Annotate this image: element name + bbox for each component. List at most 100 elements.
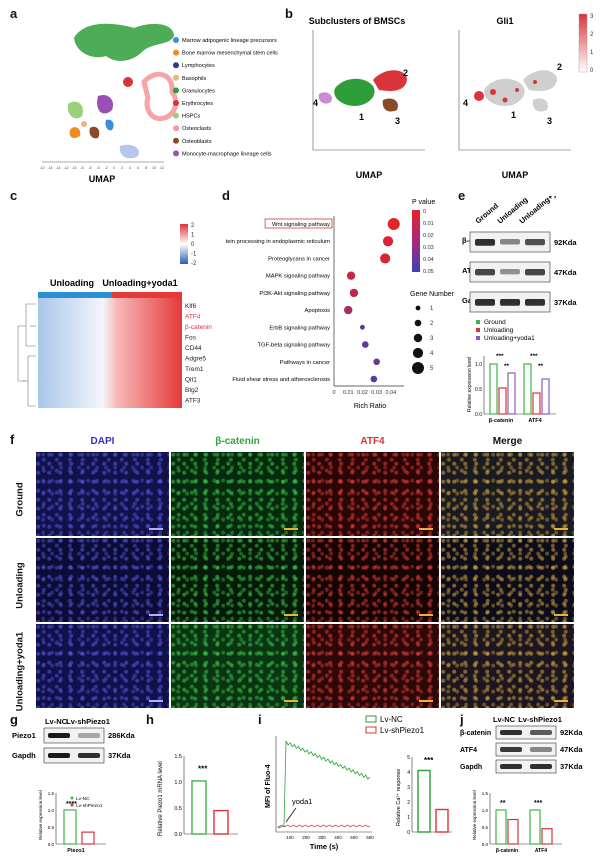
ytick: 4 [407,770,410,776]
blot-column-label: Lv-NC [493,715,516,724]
blot-band [48,733,70,738]
group-label: β-catenin [489,418,514,424]
bar [529,809,541,845]
significance: ** [500,800,506,807]
panel-label-b: b [285,6,293,21]
pvalue-tick: 0.03 [423,245,434,251]
legend-item: Lv-NC [380,715,403,724]
microscopy-image [36,452,169,536]
legend-swatch [173,112,179,119]
gli1-label-1: 1 [511,110,516,120]
legend-item: Lv-shPiezo1 [76,803,103,809]
y-axis-label: Relative expression level [472,790,477,840]
y-axis-label: Relative expression level [467,357,473,412]
scale-bar [284,528,298,530]
blot-kda: 92Kda [554,238,577,247]
umap-xtick: 0 [113,166,115,170]
scale-bar [149,614,163,616]
legend-swatch [365,715,377,723]
yoda1-label: yoda1 [292,797,312,806]
xtick: 400 [334,835,342,840]
scale-bar [554,614,568,616]
rich-tick: 0 [332,390,335,396]
legend-swatch [173,87,179,94]
blot-label: ATF4 [460,747,477,754]
ytick: 0 [407,830,410,836]
bar [541,378,550,415]
microscopy-image [306,538,439,622]
pathway-label: MAPK signaling pathway [266,274,330,280]
blot-band [500,239,520,245]
scale-bar [284,700,298,702]
size-tick: 3 [430,336,434,342]
bar [532,392,541,415]
cluster-label-2: 2 [403,68,408,78]
bar [81,831,95,845]
scale-tick: 0 [191,242,195,248]
cluster-label-1: 1 [359,112,364,122]
xtick: 300 [318,835,326,840]
legend-swatch [476,328,480,332]
microscopy-image [306,624,439,708]
blot-box [495,742,557,757]
panel-i-calcium: 100 200 300 400 500 600 Time (s) MFI of Fluo-4 y… [265,715,452,851]
ytick: 1.0 [475,362,482,368]
group-bar-unloading [38,292,112,298]
trace-lv-nc [277,740,371,829]
pathway-label: Pathways in cancer [280,360,330,366]
scale-tick: -1 [191,252,197,258]
ytick: 0.0 [475,412,482,418]
pathway-label: Proteoglycans in cancer [268,256,330,262]
bar [495,809,507,845]
pathway-label: TGF-beta signaling pathway [258,343,331,349]
panel-c-heatmap: 2 1 0 -1 -2 Unloading Unloading+yoda1 Klf6 AT… [17,223,212,408]
panel-label-c: c [10,188,18,203]
ytick: 0.0 [482,842,489,847]
microscopy-row-label: Unloading [14,562,26,609]
legend-item: Osteoclasts [182,126,211,132]
umap-xtick: 12 [160,166,164,170]
gene-label: Trem1 [185,366,204,373]
blot-box [469,261,551,283]
legend-swatch [173,125,179,132]
pathway-dot [346,271,356,280]
group-unloading: Unloading [50,278,94,288]
blot-band [500,764,522,769]
subcluster-umap-left: 2 1 3 4 [313,68,408,126]
scale-tick: -2 [191,261,197,267]
blot-label: Piezo1 [12,731,36,740]
scale-bar [419,700,433,702]
legend-item: Lv-shPiezo1 [380,726,425,735]
legend-swatch [173,62,179,69]
panel-h-mrna: 0.0 0.5 1.0 1.5 Relative Piezo1 mRNA level **… [158,754,238,838]
bar [417,769,431,833]
legend-item: HSPCs [182,114,201,120]
umap-xtick: -14 [55,166,60,170]
gene-label: ATF3 [185,398,201,405]
blot-box [43,727,105,744]
legend-swatch [173,150,179,157]
gene-number-title: Gene Number [410,291,455,298]
pathway-dot [380,253,391,264]
blot-kda: 92Kda [560,728,583,737]
legend-item: Basophils [182,76,206,82]
microscopy-image [36,624,169,708]
legend-swatch [173,49,179,56]
ytick: 1.0 [482,808,489,813]
gene-label: Qit1 [185,377,197,384]
pathway-dot [387,218,400,230]
rich-tick: 0.04 [386,390,397,396]
y-axis-label: Relative expression level [38,790,43,840]
microscopy-image [171,624,304,708]
significance: *** [534,800,542,807]
cluster-label-3: 3 [395,116,400,126]
ytick: 1.5 [482,791,489,796]
legend-swatch [173,137,179,144]
legend-item: Unloading [484,327,514,334]
scale-tick: 2 [191,223,195,229]
gene-label: β-catenin [185,324,212,331]
microscopy-image [36,538,169,622]
pathway-label: Fluid shear stress and atherosclerosis [232,377,330,383]
pathway-label: Apoptosis [305,308,331,314]
